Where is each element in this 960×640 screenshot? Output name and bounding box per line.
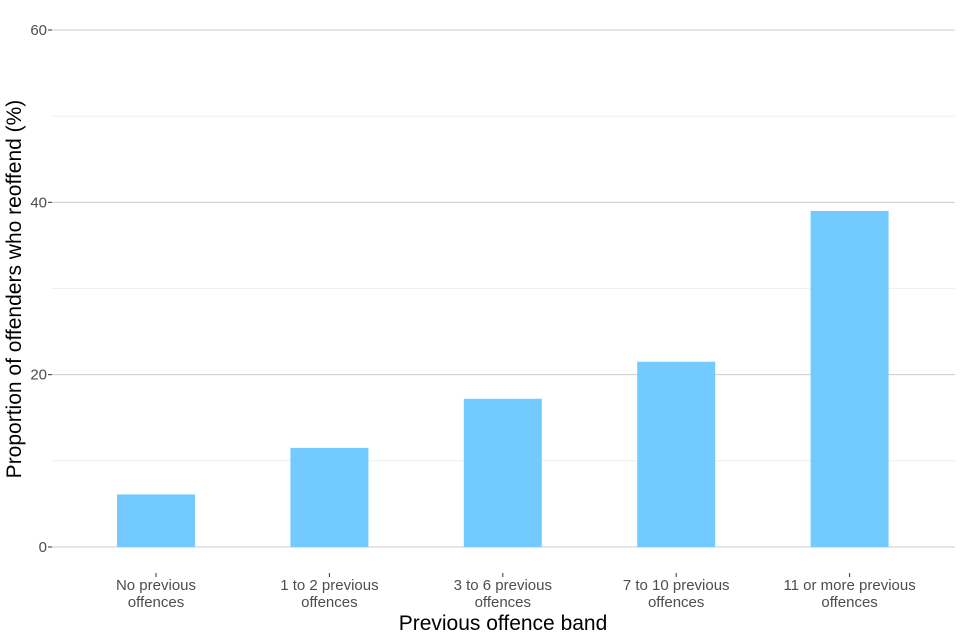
x-tick-label: offences — [648, 594, 704, 611]
bar — [117, 494, 195, 547]
bar — [290, 447, 369, 547]
y-tick-label: 0 — [39, 539, 47, 556]
bar — [463, 398, 542, 547]
x-tick-label: 1 to 2 previous — [280, 577, 378, 594]
x-tick-label: 3 to 6 previous — [454, 577, 552, 594]
x-tick-label: offences — [475, 594, 531, 611]
x-tick-label: offences — [821, 594, 877, 611]
bars — [117, 210, 889, 547]
x-tick-label: 7 to 10 previous — [623, 577, 730, 594]
y-axis: 0 20 40 60 — [30, 22, 52, 556]
x-tick-label: No previous — [116, 577, 196, 594]
y-tick-label: 60 — [30, 22, 47, 39]
x-tick-label: 11 or more previous — [783, 577, 915, 594]
y-axis-title: Proportion of offenders who reoffend (%) — [3, 100, 26, 479]
x-axis-title: Previous offence band — [399, 612, 608, 635]
gridlines — [52, 29, 955, 548]
bar — [637, 361, 716, 547]
x-tick-label: offences — [128, 594, 184, 611]
x-tick-label: offences — [301, 594, 357, 611]
bar — [810, 210, 889, 547]
y-tick-label: 40 — [30, 194, 47, 211]
y-tick-label: 20 — [30, 367, 47, 384]
